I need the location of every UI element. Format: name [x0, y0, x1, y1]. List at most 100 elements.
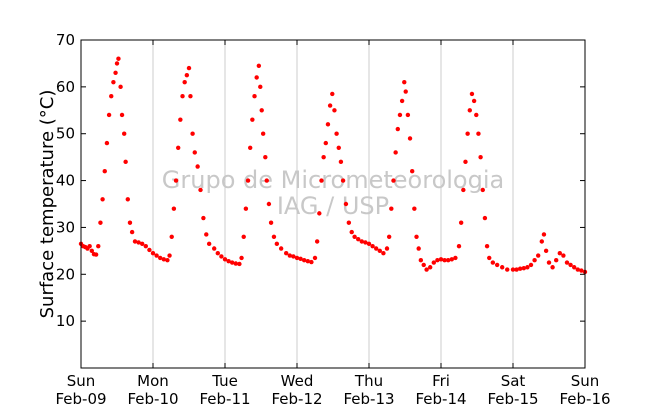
- data-point-0-123: [402, 79, 407, 85]
- data-point-0-52: [204, 232, 209, 237]
- data-point-0-28: [140, 241, 145, 247]
- data-point-0-13: [106, 112, 112, 118]
- data-point-0-147: [467, 108, 472, 113]
- data-point-0-31: [150, 251, 156, 256]
- x-tick-day-7: Sun: [571, 372, 600, 390]
- data-point-0-156: [487, 255, 492, 261]
- x-tick-day-6: Sat: [501, 372, 526, 390]
- data-point-0-64: [243, 206, 249, 211]
- data-point-0-11: [102, 169, 107, 174]
- data-point-0-117: [389, 206, 394, 211]
- data-point-0-152: [478, 154, 483, 160]
- data-point-0-30: [147, 247, 152, 253]
- data-point-0-140: [449, 257, 454, 262]
- data-point-0-131: [418, 258, 424, 263]
- data-point-0-127: [410, 169, 415, 174]
- data-point-0-70: [256, 63, 262, 68]
- data-point-0-119: [393, 150, 398, 155]
- data-point-0-49: [195, 164, 200, 169]
- data-point-0-174: [554, 258, 559, 263]
- data-point-0-42: [180, 94, 185, 99]
- data-point-0-40: [176, 145, 181, 150]
- data-point-0-134: [428, 265, 433, 270]
- data-point-0-72: [259, 108, 264, 113]
- data-point-0-48: [192, 150, 197, 155]
- x-tick-day-2: Tue: [211, 372, 238, 390]
- data-point-0-44: [184, 72, 190, 78]
- data-point-0-129: [414, 234, 419, 239]
- data-point-0-158: [494, 262, 500, 268]
- data-point-0-17: [114, 61, 120, 66]
- x-tick-date-5: Feb-14: [415, 390, 466, 408]
- data-point-0-47: [190, 131, 195, 136]
- data-point-0-106: [352, 234, 357, 239]
- y-tick-label-1: 20: [56, 265, 75, 283]
- data-point-0-107: [356, 236, 361, 242]
- data-point-0-168: [536, 253, 541, 258]
- data-points: [78, 56, 588, 275]
- data-point-0-74: [263, 154, 268, 160]
- data-point-0-138: [442, 258, 447, 263]
- data-point-0-9: [98, 220, 103, 225]
- data-point-0-14: [109, 94, 114, 99]
- data-point-0-148: [469, 91, 475, 97]
- data-point-0-71: [258, 84, 263, 90]
- data-point-0-159: [500, 265, 505, 270]
- data-point-0-162: [514, 267, 519, 272]
- watermark: Grupo de Micrometeorologia IAG / USP: [162, 166, 504, 220]
- data-point-0-67: [250, 117, 255, 122]
- data-point-0-177: [564, 260, 570, 265]
- data-point-0-61: [237, 261, 242, 267]
- x-tick-day-0: Sun: [67, 372, 96, 390]
- data-point-0-4: [87, 243, 92, 249]
- data-point-0-137: [438, 257, 444, 262]
- data-point-0-157: [490, 260, 496, 265]
- data-point-0-39: [173, 178, 179, 183]
- data-point-0-91: [317, 211, 322, 216]
- data-point-0-166: [528, 262, 534, 268]
- data-point-0-165: [525, 265, 530, 270]
- x-tick-day-1: Mon: [137, 372, 169, 390]
- data-point-0-181: [579, 268, 584, 273]
- data-point-0-20: [119, 112, 125, 118]
- data-point-0-50: [198, 187, 203, 193]
- data-point-0-41: [178, 117, 183, 122]
- data-point-0-75: [264, 178, 269, 183]
- data-point-0-51: [201, 215, 206, 221]
- data-point-0-126: [407, 136, 413, 141]
- data-point-0-97: [330, 91, 335, 97]
- data-point-0-132: [421, 262, 426, 268]
- data-point-0-81: [284, 251, 289, 256]
- data-point-0-27: [136, 240, 141, 245]
- x-tick-date-0: Feb-09: [55, 390, 106, 408]
- data-point-0-7: [93, 252, 99, 257]
- data-point-0-18: [116, 56, 121, 61]
- data-point-0-120: [395, 126, 400, 132]
- data-point-0-110: [366, 241, 372, 247]
- data-point-0-56: [219, 254, 224, 259]
- data-point-0-65: [245, 178, 251, 183]
- data-point-0-22: [123, 159, 128, 165]
- data-point-0-171: [543, 248, 549, 254]
- y-tick-label-5: 60: [56, 78, 75, 96]
- data-point-0-160: [505, 267, 510, 272]
- x-tick-day-3: Wed: [281, 372, 314, 390]
- data-point-0-21: [122, 131, 127, 136]
- data-point-0-19: [118, 84, 123, 90]
- data-point-0-76: [266, 201, 272, 207]
- data-point-0-141: [453, 255, 458, 261]
- data-point-0-136: [435, 258, 440, 263]
- data-point-0-35: [165, 258, 170, 263]
- data-point-0-98: [332, 108, 337, 113]
- data-point-0-60: [233, 261, 238, 266]
- data-point-0-108: [359, 239, 364, 244]
- x-tick-date-1: Feb-10: [127, 390, 178, 408]
- data-point-0-77: [268, 220, 274, 225]
- data-point-0-62: [239, 255, 244, 261]
- data-point-0-154: [482, 215, 488, 221]
- data-point-0-25: [129, 229, 135, 235]
- data-point-0-15: [111, 79, 116, 85]
- x-tick-day-5: Fri: [432, 372, 450, 390]
- data-point-0-112: [374, 246, 379, 251]
- y-tick-label-6: 70: [56, 31, 75, 49]
